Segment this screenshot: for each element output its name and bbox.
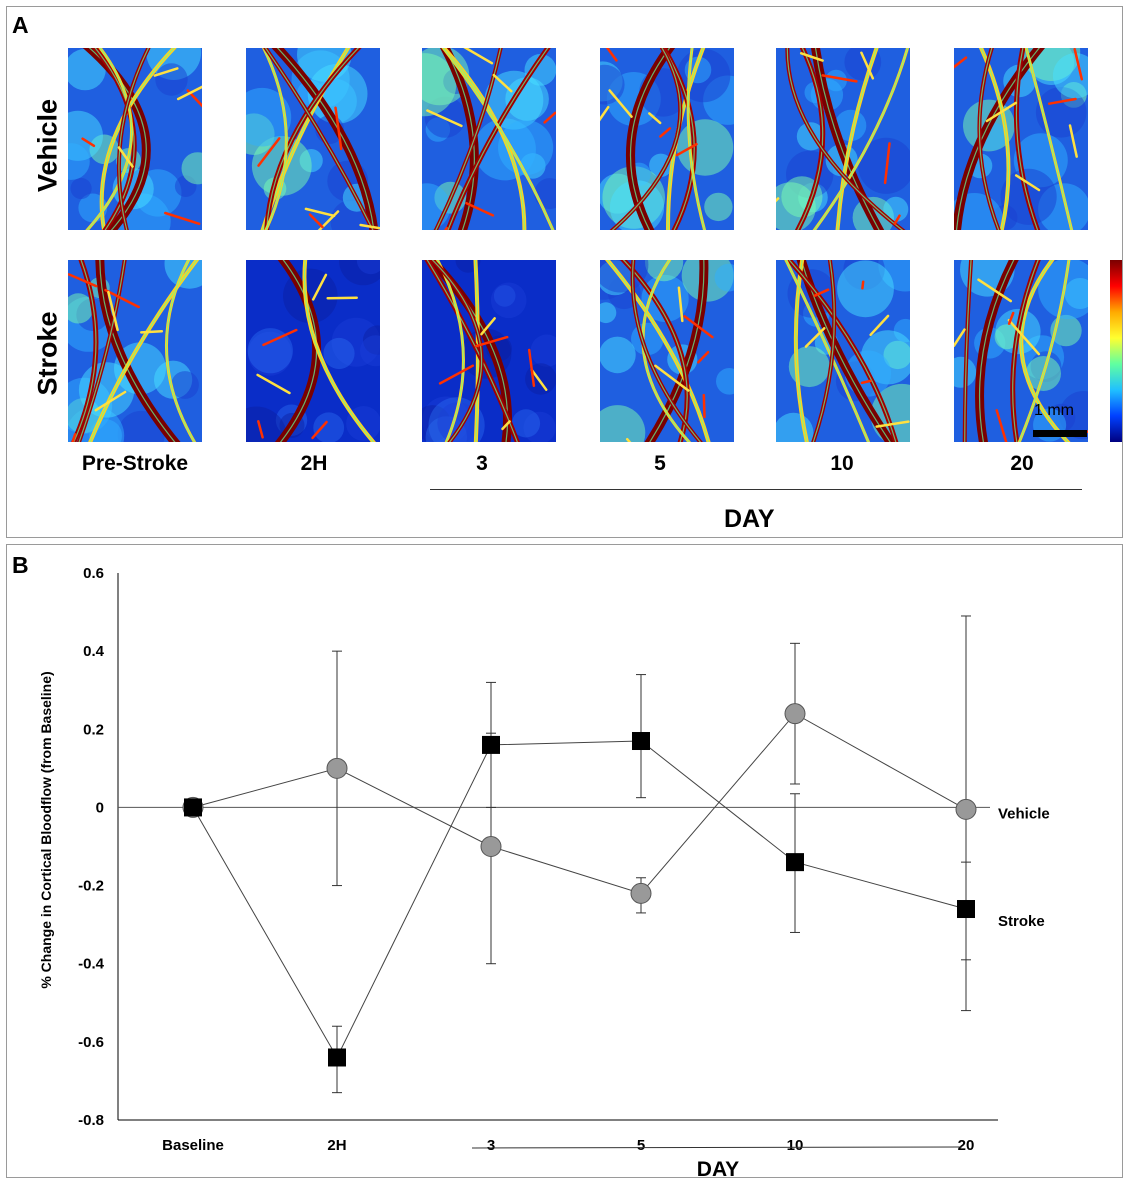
- point-vehicle: [480, 836, 502, 857]
- point-vehicle: [326, 757, 348, 779]
- flow-image-stroke-2h: [246, 260, 380, 442]
- flow-image-vehicle-2h: [246, 48, 380, 230]
- y-tick-label: -0.2: [78, 878, 104, 895]
- chart-axes: 0.6 0.4 0.2 0 -0.2 -0.4 -0.6 -0.8 Baseline 2H 3 5 10…: [78, 565, 998, 1154]
- scale-bar-label: 1 mm: [1034, 402, 1074, 419]
- series-stroke: [192, 674, 971, 1094]
- flow-image-vehicle-10: [776, 48, 910, 230]
- y-tick-label: -0.6: [78, 1034, 104, 1051]
- flow-image-vehicle-3: [422, 48, 556, 230]
- flow-image-stroke-20: [954, 260, 1088, 442]
- x-axis-label: DAY: [697, 1158, 739, 1180]
- y-tick-label: 0: [96, 799, 104, 816]
- panel-b: [6, 544, 1123, 1178]
- day-label-a: DAY: [724, 505, 775, 533]
- y-tick-label: -0.4: [78, 956, 105, 973]
- scale-bar: [1033, 430, 1087, 437]
- colorbar: [1110, 260, 1122, 442]
- y-tick-label: 0.2: [83, 721, 104, 738]
- series-line-vehicle: [192, 713, 967, 894]
- point-vehicle: [784, 703, 806, 725]
- flow-image-vehicle-pre-stroke: [68, 48, 202, 230]
- flow-image-stroke-3: [422, 260, 556, 442]
- timepoint-label-3: 3: [476, 452, 488, 475]
- flow-image-vehicle-5: [600, 48, 734, 230]
- x-tick-label: 10: [787, 1137, 804, 1154]
- series-line-stroke: [192, 740, 967, 1059]
- series-label-vehicle: Vehicle: [998, 805, 1050, 822]
- y-tick-label: 0.4: [83, 643, 105, 660]
- x-tick-label: 20: [958, 1137, 975, 1154]
- point-stroke: [482, 735, 500, 754]
- flow-image-stroke-5: [600, 260, 734, 442]
- x-tick-label: 5: [637, 1137, 645, 1154]
- timepoint-label-10: 10: [830, 452, 854, 475]
- y-axis-label: % Change in Cortical Bloodflow (from Bas…: [38, 671, 54, 988]
- timepoint-label-20: 20: [1010, 452, 1034, 475]
- flow-image-stroke-10: [776, 260, 910, 442]
- day-bracket-line-b: [471, 1146, 963, 1149]
- point-stroke: [786, 853, 804, 872]
- point-stroke: [957, 900, 975, 919]
- x-tick-label: Baseline: [162, 1137, 224, 1154]
- series-vehicle: [192, 615, 971, 1012]
- point-stroke: [632, 732, 650, 751]
- flow-image-vehicle-20: [954, 48, 1088, 230]
- y-tick-label: 0.6: [83, 565, 104, 582]
- point-stroke: [328, 1048, 346, 1067]
- series-label-stroke: Stroke: [998, 913, 1045, 930]
- panel-a-letter: A: [12, 12, 29, 38]
- flow-image-stroke-pre-stroke: [68, 260, 202, 442]
- point-vehicle: [955, 798, 977, 820]
- panel-b-letter: B: [12, 552, 29, 578]
- timepoint-label-5: 5: [654, 452, 666, 475]
- point-vehicle: [630, 882, 652, 904]
- x-tick-label: 3: [487, 1137, 495, 1154]
- x-tick-label: 2H: [327, 1137, 346, 1154]
- timepoint-label-prestroke: Pre-Stroke: [81, 452, 189, 475]
- point-stroke: [184, 798, 202, 817]
- chart-series: Vehicle Stroke: [182, 615, 1050, 1094]
- y-tick-label: -0.8: [78, 1112, 104, 1129]
- day-bracket-line-a: [430, 489, 1082, 490]
- timepoint-label-2h: 2H: [300, 452, 328, 475]
